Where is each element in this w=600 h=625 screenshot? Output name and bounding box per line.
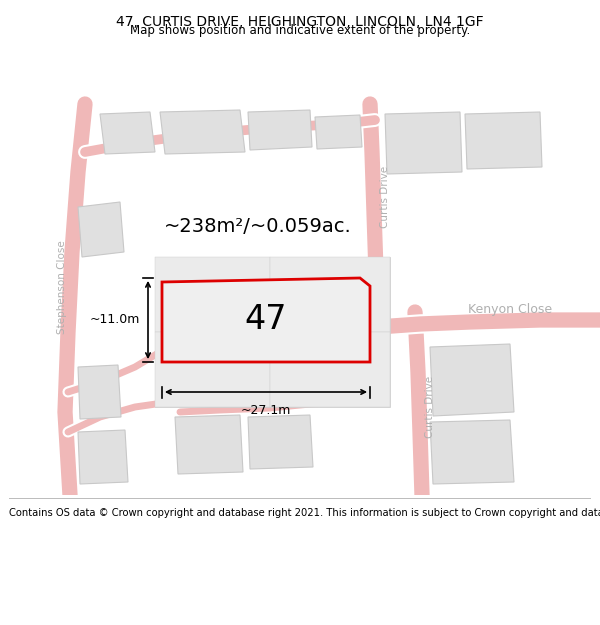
Polygon shape xyxy=(160,110,245,154)
Polygon shape xyxy=(155,332,270,407)
Polygon shape xyxy=(78,202,124,257)
Text: Curtis Drive: Curtis Drive xyxy=(380,166,390,228)
Polygon shape xyxy=(385,112,462,174)
Polygon shape xyxy=(175,415,243,474)
Text: 47: 47 xyxy=(245,304,287,336)
Text: Curtis Drive: Curtis Drive xyxy=(425,376,435,438)
Text: ~27.1m: ~27.1m xyxy=(241,404,291,417)
Text: Contains OS data © Crown copyright and database right 2021. This information is : Contains OS data © Crown copyright and d… xyxy=(9,508,600,518)
Polygon shape xyxy=(270,332,390,407)
Text: ~238m²/~0.059ac.: ~238m²/~0.059ac. xyxy=(164,217,352,236)
Polygon shape xyxy=(430,344,514,416)
Text: 47, CURTIS DRIVE, HEIGHINGTON, LINCOLN, LN4 1GF: 47, CURTIS DRIVE, HEIGHINGTON, LINCOLN, … xyxy=(116,14,484,29)
Text: Stephenson Close: Stephenson Close xyxy=(57,240,67,334)
Text: Kenyon Close: Kenyon Close xyxy=(468,304,552,316)
Polygon shape xyxy=(270,257,390,332)
Polygon shape xyxy=(248,110,312,150)
Polygon shape xyxy=(248,415,313,469)
Polygon shape xyxy=(78,365,121,419)
Polygon shape xyxy=(78,430,128,484)
Polygon shape xyxy=(315,115,362,149)
Polygon shape xyxy=(162,278,370,362)
Polygon shape xyxy=(100,112,155,154)
Text: ~11.0m: ~11.0m xyxy=(89,314,140,326)
Polygon shape xyxy=(155,257,390,407)
Polygon shape xyxy=(465,112,542,169)
Polygon shape xyxy=(430,420,514,484)
Text: Map shows position and indicative extent of the property.: Map shows position and indicative extent… xyxy=(130,24,470,38)
Polygon shape xyxy=(155,257,270,332)
